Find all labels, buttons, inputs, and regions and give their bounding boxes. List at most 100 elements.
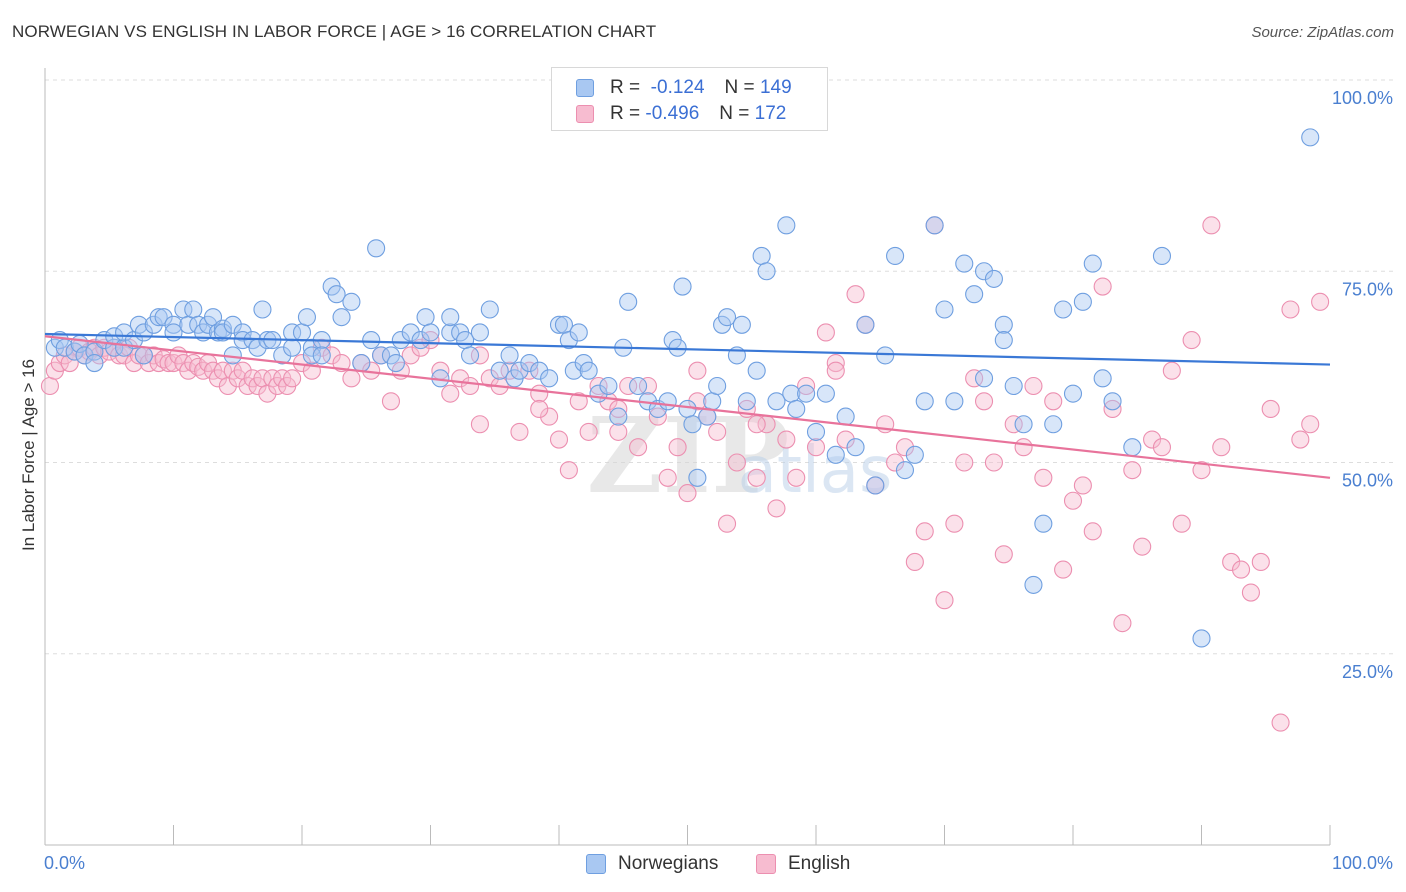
stats-legend: R = -0.124 N = 149 R = -0.496 N = 172	[551, 67, 828, 131]
data-point	[1133, 537, 1152, 556]
data-point	[797, 384, 816, 403]
legend-item-norwegians[interactable]: Norwegians	[586, 852, 718, 876]
data-point	[806, 422, 826, 441]
data-point	[1172, 514, 1191, 533]
data-point	[564, 361, 583, 380]
data-point	[510, 422, 529, 441]
data-point	[342, 292, 361, 311]
axes	[44, 68, 1331, 846]
series-english	[40, 216, 1330, 732]
data-point	[164, 315, 183, 334]
data-point	[974, 392, 994, 411]
data-point	[994, 331, 1013, 350]
data-point	[1093, 277, 1112, 296]
data-point	[540, 407, 559, 426]
data-point	[1093, 369, 1112, 388]
data-point	[1123, 461, 1142, 480]
trend-lines	[44, 332, 1331, 479]
r-label: R =	[610, 77, 641, 98]
data-point	[806, 438, 826, 457]
data-point	[905, 552, 924, 572]
data-point	[955, 453, 974, 472]
n-label: N =	[719, 103, 750, 124]
source-label: Source: ZipAtlas.com	[1251, 24, 1394, 41]
data-point	[1044, 415, 1063, 434]
data-point	[1073, 476, 1092, 495]
data-point	[629, 438, 648, 457]
data-point	[327, 285, 346, 304]
r-label: R =	[610, 103, 641, 124]
data-point	[490, 361, 509, 380]
data-point	[549, 430, 569, 449]
data-point	[401, 323, 420, 342]
data-point	[856, 315, 875, 334]
data-point	[777, 216, 796, 235]
english-swatch	[576, 105, 594, 123]
data-point	[460, 346, 480, 365]
data-point	[1034, 514, 1053, 533]
data-point	[994, 545, 1013, 564]
legend-row-english: R = -0.496 N = 172	[576, 102, 786, 126]
data-point	[149, 308, 168, 327]
data-point	[441, 384, 460, 403]
data-point	[273, 346, 292, 365]
data-point	[312, 338, 331, 357]
data-point	[668, 338, 687, 357]
data-point	[1251, 552, 1270, 572]
data-point	[895, 438, 915, 457]
data-point	[965, 285, 984, 304]
data-point	[40, 376, 59, 396]
data-point	[441, 323, 460, 342]
data-point	[915, 392, 934, 411]
legend-item-english[interactable]: English	[756, 852, 850, 876]
data-point	[757, 262, 776, 281]
data-point	[673, 277, 692, 296]
data-point	[233, 323, 252, 342]
data-point	[1311, 292, 1330, 311]
data-point	[302, 346, 321, 365]
data-point	[836, 430, 855, 449]
data-point	[1063, 491, 1083, 510]
data-point	[253, 300, 272, 319]
data-point	[708, 422, 727, 441]
data-point	[1202, 216, 1221, 235]
data-point	[352, 353, 371, 373]
data-point	[994, 315, 1013, 334]
data-point	[668, 438, 687, 457]
data-point	[658, 468, 677, 487]
data-point	[895, 461, 915, 480]
data-point	[984, 269, 1003, 288]
data-point	[233, 331, 252, 350]
data-point	[1024, 575, 1043, 594]
data-point	[322, 346, 341, 365]
data-point	[1281, 300, 1300, 319]
data-point	[530, 399, 549, 419]
data-point	[619, 376, 638, 396]
data-point	[1083, 522, 1102, 541]
data-point	[703, 392, 722, 411]
data-point	[846, 285, 865, 304]
data-point	[609, 422, 628, 441]
r-value: -0.124	[650, 77, 705, 98]
data-point	[816, 323, 835, 342]
data-point	[332, 308, 351, 327]
tick-labels: 25.0% 50.0% 75.0% 100.0% 0.0% 100.0%	[44, 88, 1393, 873]
data-point	[223, 315, 242, 334]
data-point	[747, 468, 766, 487]
data-point	[1103, 399, 1122, 419]
data-point	[520, 353, 539, 373]
data-point	[1103, 392, 1122, 411]
data-point	[500, 346, 519, 365]
data-point	[886, 453, 905, 472]
chart-title: NORWEGIAN VS ENGLISH IN LABOR FORCE | AG…	[12, 22, 657, 41]
data-point	[540, 369, 559, 388]
data-point	[747, 415, 766, 434]
data-point	[549, 315, 569, 334]
data-point	[984, 453, 1003, 472]
data-point	[619, 292, 638, 311]
r-value: -0.496	[645, 103, 700, 124]
data-point	[1143, 430, 1162, 449]
data-point	[1083, 254, 1102, 273]
data-point	[342, 369, 361, 388]
data-point	[737, 392, 756, 411]
